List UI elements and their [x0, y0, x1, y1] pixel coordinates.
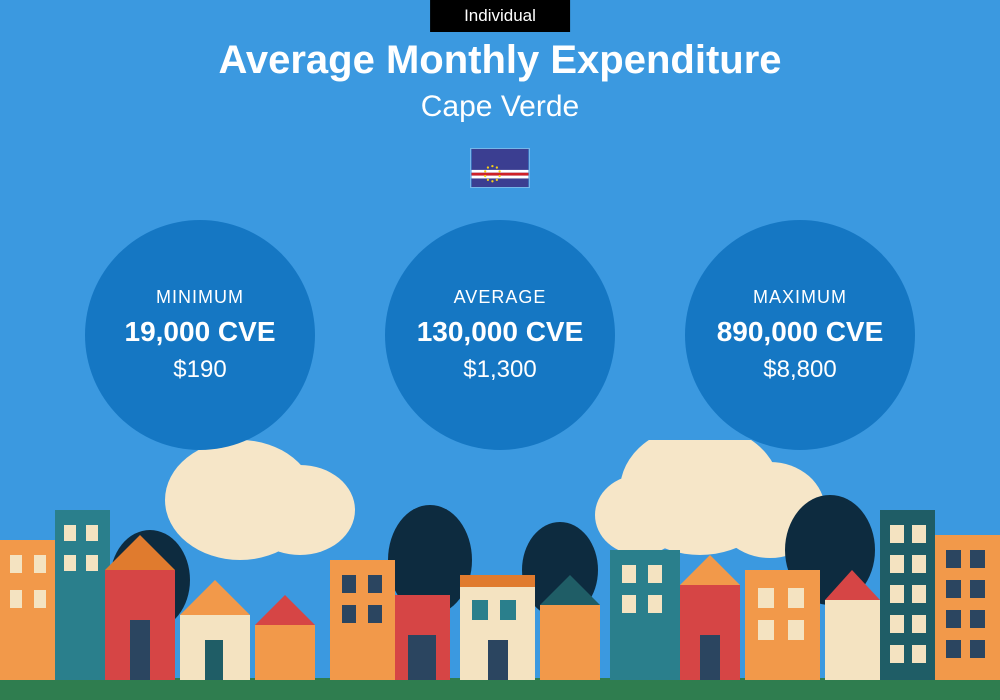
badge-text: Individual — [464, 6, 536, 25]
stat-circle-average: AVERAGE 130,000 CVE $1,300 — [385, 220, 615, 450]
stat-usd: $8,800 — [763, 356, 836, 384]
stat-value: 130,000 CVE — [417, 316, 584, 348]
stat-circles: MINIMUM 19,000 CVE $190 AVERAGE 130,000 … — [0, 220, 1000, 450]
stat-label: AVERAGE — [454, 287, 547, 308]
stat-circle-minimum: MINIMUM 19,000 CVE $190 — [85, 220, 315, 450]
page-subtitle: Cape Verde — [0, 90, 1000, 124]
stat-label: MINIMUM — [156, 287, 244, 308]
flag-icon — [470, 148, 530, 188]
stat-usd: $190 — [173, 356, 226, 384]
stat-usd: $1,300 — [463, 356, 536, 384]
stat-value: 890,000 CVE — [717, 316, 884, 348]
page-title: Average Monthly Expenditure — [0, 38, 1000, 83]
stat-value: 19,000 CVE — [125, 316, 276, 348]
stat-circle-maximum: MAXIMUM 890,000 CVE $8,800 — [685, 220, 915, 450]
city-illustration — [0, 440, 1000, 700]
stat-label: MAXIMUM — [753, 287, 847, 308]
category-badge: Individual — [430, 0, 570, 32]
